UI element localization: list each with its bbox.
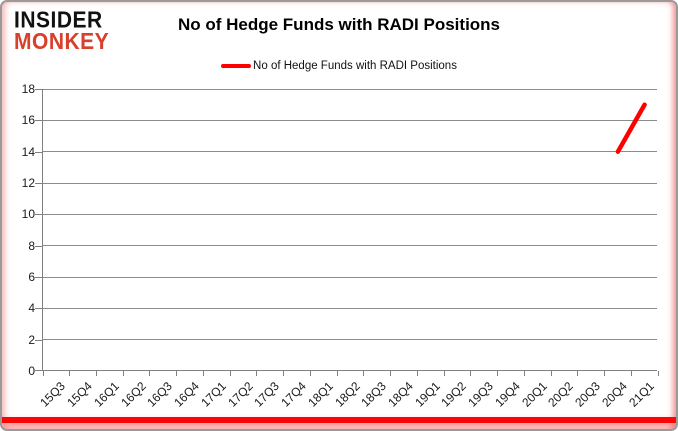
y-axis-label: 2: [28, 332, 35, 347]
y-axis-label: 10: [21, 207, 35, 222]
x-axis-tick: [497, 371, 499, 376]
y-axis-label: 4: [28, 301, 35, 316]
x-axis-tick: [95, 371, 97, 376]
logo-line-insider: INSIDER: [14, 7, 103, 33]
gridline: [43, 213, 657, 215]
gridline: [43, 88, 657, 90]
bottom-red-bar: [2, 417, 676, 423]
y-axis-label: 6: [28, 270, 35, 284]
y-axis-tick: [35, 89, 43, 90]
x-axis-tick: [69, 371, 71, 376]
x-axis-tick: [577, 371, 579, 376]
plot-area: 0 2 4 6 8 10 12 14 16 18 15Q3 15Q4 16Q1 16Q2 16Q3 16Q4 1…: [22, 82, 659, 410]
x-axis-tick: [363, 371, 365, 376]
y-axis-tick: [35, 214, 43, 216]
x-axis-tick: [443, 371, 445, 376]
logo-line-monkey: MONKEY: [14, 28, 110, 54]
x-axis-tick: [604, 371, 606, 376]
x-axis-tick: [657, 371, 659, 376]
x-axis-tick: [550, 371, 552, 376]
y-axis-tick: [35, 308, 43, 310]
y-axis-tick: [35, 120, 43, 122]
y-axis-tick: [35, 245, 43, 247]
legend-label: No of Hedge Funds with RADI Positions: [253, 60, 457, 72]
chart-title: No of Hedge Funds with RADI Positions: [177, 15, 501, 34]
series-line-layer: [615, 102, 647, 154]
insider-monkey-logo: INSIDER MONKEY: [14, 7, 110, 54]
x-axis-tick: [470, 371, 472, 376]
x-axis-tick: [390, 371, 392, 376]
x-axis-tick: [149, 371, 151, 376]
y-axis-tick: [35, 339, 43, 341]
x-axis-tick: [283, 371, 285, 376]
y-axis-label: 0: [28, 364, 35, 378]
y-axis-label: 14: [21, 144, 35, 159]
gridline: [43, 339, 657, 341]
x-axis-tick: [42, 371, 44, 376]
y-axis-label: 18: [21, 82, 35, 96]
x-axis-tick: [122, 371, 124, 376]
gridline: [43, 245, 657, 247]
x-axis-tick: [202, 371, 204, 376]
y-axis-tick: [35, 370, 43, 371]
x-axis-tick: [416, 371, 418, 376]
chart-legend: No of Hedge Funds with RADI Positions: [2, 60, 676, 72]
x-axis-tick: [229, 371, 231, 376]
y-axis-tick: [35, 151, 43, 153]
y-axis-label: 8: [28, 238, 35, 253]
x-axis-tick: [256, 371, 258, 376]
gridline: [43, 119, 657, 121]
y-axis-label: 16: [21, 113, 35, 128]
y-axis-label: 12: [21, 176, 35, 190]
legend-line-swatch: [221, 64, 252, 68]
x-axis-tick: [176, 371, 178, 376]
x-axis-tick: [309, 371, 311, 376]
y-axis-tick: [35, 183, 43, 184]
gridline: [43, 276, 657, 278]
gridline: [43, 151, 657, 153]
x-axis-tick: [630, 371, 632, 376]
hedge-fund-positions-line: [615, 102, 647, 154]
x-axis-tick: [336, 371, 338, 376]
y-axis-tick: [35, 277, 43, 278]
gridline: [43, 182, 657, 184]
x-axis-tick: [523, 371, 525, 376]
gridline: [43, 307, 657, 309]
